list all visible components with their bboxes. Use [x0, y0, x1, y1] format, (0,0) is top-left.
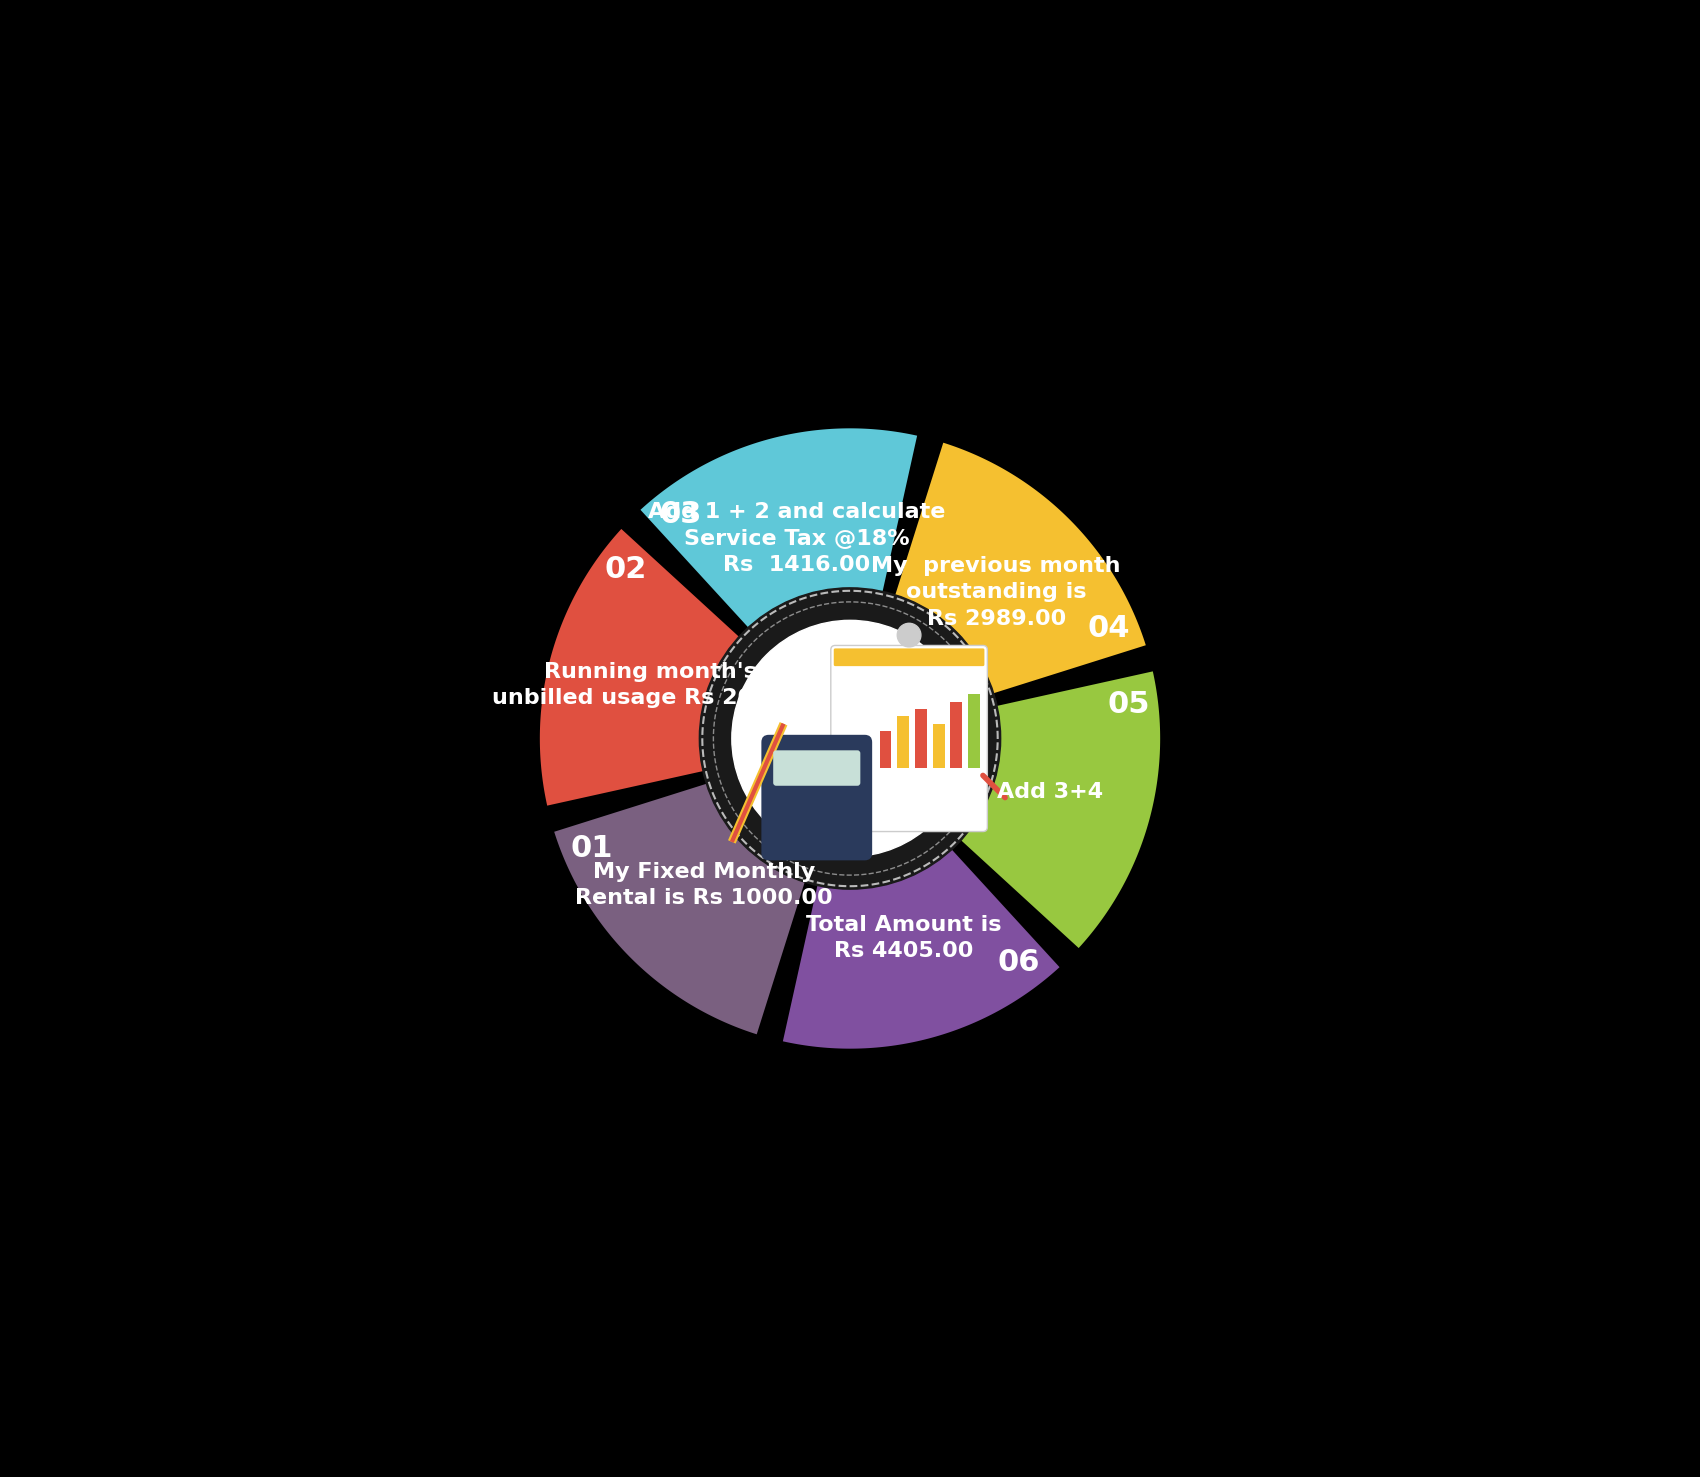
- Text: 03: 03: [660, 499, 702, 529]
- FancyBboxPatch shape: [898, 716, 910, 768]
- Text: Total Amount is
Rs 4405.00: Total Amount is Rs 4405.00: [806, 916, 1001, 962]
- FancyBboxPatch shape: [831, 645, 988, 832]
- Circle shape: [699, 588, 1001, 889]
- Polygon shape: [949, 672, 1159, 948]
- Text: Add 3+4: Add 3+4: [996, 781, 1103, 802]
- Text: Add 1 + 2 and calculate
Service Tax @18%
Rs  1416.00: Add 1 + 2 and calculate Service Tax @18%…: [648, 502, 945, 575]
- Polygon shape: [554, 778, 809, 1034]
- Polygon shape: [541, 529, 751, 805]
- Circle shape: [898, 623, 921, 647]
- Polygon shape: [641, 428, 916, 641]
- Text: 01: 01: [571, 833, 614, 863]
- Text: My  previous month
outstanding is
Rs 2989.00: My previous month outstanding is Rs 2989…: [872, 555, 1120, 629]
- FancyBboxPatch shape: [933, 724, 945, 768]
- FancyBboxPatch shape: [950, 702, 962, 768]
- Polygon shape: [891, 443, 1146, 699]
- FancyBboxPatch shape: [774, 750, 860, 786]
- Circle shape: [731, 620, 969, 857]
- Text: 02: 02: [605, 555, 648, 583]
- FancyBboxPatch shape: [833, 648, 984, 666]
- Text: 04: 04: [1086, 614, 1129, 644]
- FancyBboxPatch shape: [879, 731, 891, 768]
- Polygon shape: [784, 836, 1059, 1049]
- FancyBboxPatch shape: [915, 709, 926, 768]
- FancyBboxPatch shape: [969, 694, 979, 768]
- FancyBboxPatch shape: [762, 734, 872, 860]
- Text: My Fixed Monthly
Rental is Rs 1000.00: My Fixed Monthly Rental is Rs 1000.00: [575, 861, 833, 908]
- Text: Running month's
unbilled usage Rs 200.00: Running month's unbilled usage Rs 200.00: [491, 662, 809, 707]
- Text: 05: 05: [1107, 690, 1149, 719]
- Text: 06: 06: [998, 948, 1040, 978]
